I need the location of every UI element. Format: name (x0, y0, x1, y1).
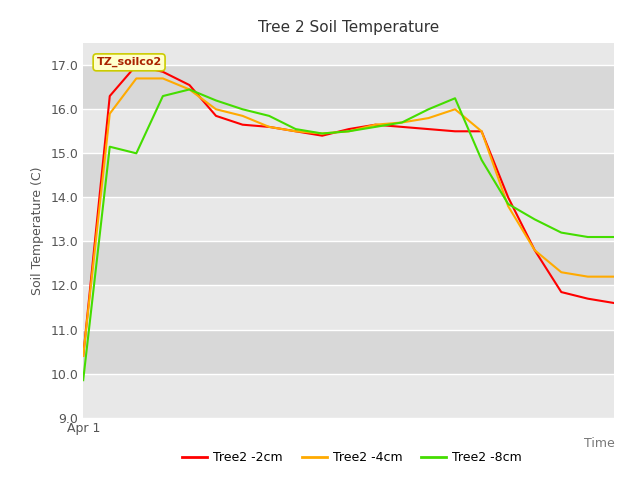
Tree2 -8cm (106, 144, 114, 150)
Y-axis label: Soil Temperature (C): Soil Temperature (C) (31, 166, 44, 295)
Text: Time: Time (584, 437, 614, 450)
Title: Tree 2 Soil Temperature: Tree 2 Soil Temperature (258, 20, 440, 35)
Tree2 -8cm (477, 157, 485, 163)
Tree2 -2cm (504, 194, 512, 200)
Line: Tree2 -8cm: Tree2 -8cm (83, 89, 614, 380)
Tree2 -2cm (398, 124, 406, 130)
Tree2 -8cm (186, 86, 193, 92)
Line: Tree2 -2cm: Tree2 -2cm (83, 65, 614, 356)
Bar (83, 109, 614, 153)
Bar (83, 197, 614, 241)
Tree2 -2cm (212, 113, 220, 119)
Tree2 -8cm (451, 96, 459, 101)
Tree2 -8cm (425, 107, 433, 112)
Tree2 -2cm (319, 133, 326, 139)
Tree2 -2cm (451, 129, 459, 134)
Tree2 -4cm (159, 75, 166, 81)
Bar (83, 373, 614, 418)
Tree2 -8cm (371, 124, 379, 130)
Tree2 -4cm (425, 115, 433, 121)
Tree2 -4cm (371, 122, 379, 128)
Tree2 -8cm (611, 234, 618, 240)
Tree2 -2cm (611, 300, 618, 306)
Tree2 -4cm (477, 129, 485, 134)
Tree2 -4cm (212, 107, 220, 112)
Tree2 -2cm (132, 62, 140, 68)
Tree2 -2cm (106, 93, 114, 99)
Tree2 -4cm (319, 131, 326, 136)
Bar (83, 241, 614, 286)
Tree2 -2cm (266, 124, 273, 130)
Tree2 -8cm (292, 126, 300, 132)
Tree2 -8cm (504, 201, 512, 207)
Tree2 -4cm (186, 86, 193, 92)
Tree2 -2cm (425, 126, 433, 132)
Tree2 -2cm (292, 129, 300, 134)
Tree2 -4cm (132, 75, 140, 81)
Tree2 -4cm (531, 247, 539, 253)
Tree2 -4cm (557, 269, 565, 275)
Tree2 -2cm (531, 247, 539, 253)
Bar (83, 65, 614, 109)
Tree2 -4cm (292, 129, 300, 134)
Tree2 -4cm (266, 124, 273, 130)
Tree2 -8cm (345, 129, 353, 134)
Tree2 -4cm (239, 113, 246, 119)
Tree2 -8cm (212, 97, 220, 103)
Tree2 -8cm (398, 120, 406, 125)
Tree2 -2cm (584, 296, 592, 301)
Tree2 -4cm (451, 107, 459, 112)
Tree2 -2cm (345, 126, 353, 132)
Tree2 -2cm (79, 353, 87, 359)
Tree2 -2cm (159, 69, 166, 75)
Tree2 -8cm (132, 150, 140, 156)
Tree2 -8cm (159, 93, 166, 99)
Tree2 -2cm (186, 82, 193, 88)
Tree2 -4cm (106, 111, 114, 117)
Bar (83, 329, 614, 373)
Tree2 -4cm (504, 204, 512, 209)
Tree2 -8cm (79, 377, 87, 383)
Tree2 -8cm (239, 107, 246, 112)
Tree2 -4cm (345, 129, 353, 134)
Line: Tree2 -4cm: Tree2 -4cm (83, 78, 614, 356)
Tree2 -2cm (477, 129, 485, 134)
Tree2 -4cm (79, 353, 87, 359)
Bar (83, 286, 614, 329)
Tree2 -2cm (371, 122, 379, 128)
Tree2 -2cm (557, 289, 565, 295)
Legend: Tree2 -2cm, Tree2 -4cm, Tree2 -8cm: Tree2 -2cm, Tree2 -4cm, Tree2 -8cm (177, 446, 527, 469)
Tree2 -8cm (531, 216, 539, 222)
Tree2 -8cm (319, 131, 326, 136)
Tree2 -2cm (239, 122, 246, 128)
Bar (83, 153, 614, 197)
Text: TZ_soilco2: TZ_soilco2 (97, 57, 162, 68)
Tree2 -4cm (398, 120, 406, 125)
Tree2 -4cm (584, 274, 592, 279)
Tree2 -8cm (584, 234, 592, 240)
Tree2 -8cm (266, 113, 273, 119)
Tree2 -4cm (611, 274, 618, 279)
Tree2 -8cm (557, 230, 565, 236)
